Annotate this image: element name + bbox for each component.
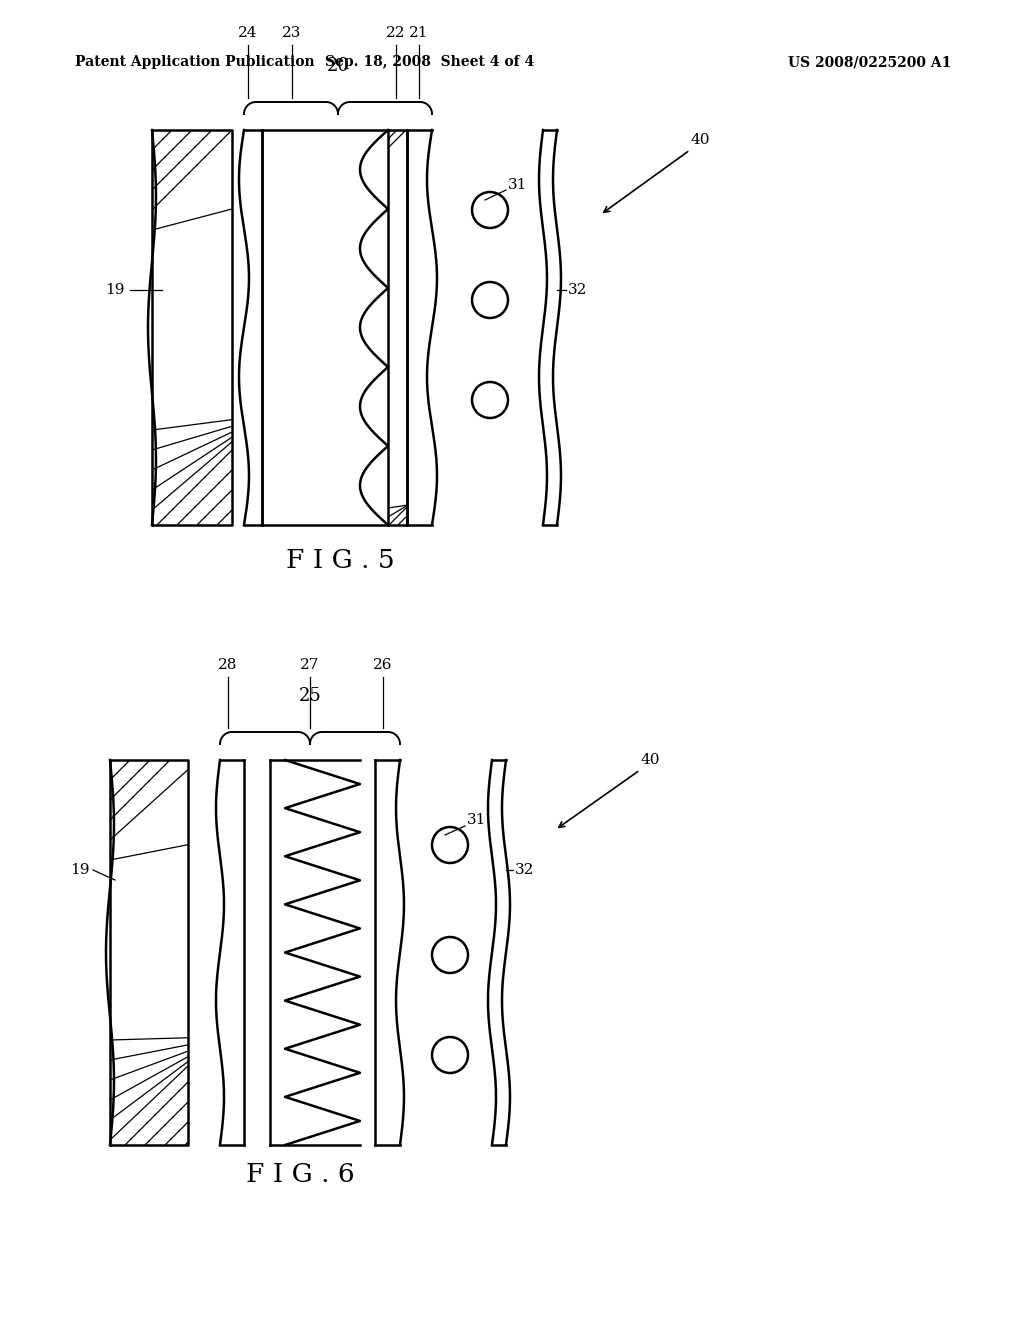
Text: 23: 23	[283, 26, 302, 40]
Text: 22: 22	[386, 26, 406, 40]
Text: 20: 20	[327, 57, 349, 75]
Text: F I G . 5: F I G . 5	[286, 548, 394, 573]
Text: 31: 31	[467, 813, 486, 828]
Text: Patent Application Publication: Patent Application Publication	[75, 55, 314, 69]
Text: 32: 32	[568, 282, 588, 297]
Text: Sep. 18, 2008  Sheet 4 of 4: Sep. 18, 2008 Sheet 4 of 4	[326, 55, 535, 69]
Text: 21: 21	[410, 26, 429, 40]
Text: 32: 32	[515, 863, 535, 876]
Text: 28: 28	[218, 657, 238, 672]
Text: 27: 27	[300, 657, 319, 672]
Text: 40: 40	[640, 752, 659, 767]
Text: 40: 40	[690, 133, 710, 147]
Text: 19: 19	[71, 863, 90, 876]
Text: 25: 25	[299, 686, 322, 705]
Text: F I G . 6: F I G . 6	[246, 1163, 354, 1188]
Text: 24: 24	[239, 26, 258, 40]
Text: 19: 19	[105, 282, 125, 297]
Text: 31: 31	[508, 178, 527, 191]
Text: 26: 26	[374, 657, 393, 672]
Text: US 2008/0225200 A1: US 2008/0225200 A1	[788, 55, 951, 69]
